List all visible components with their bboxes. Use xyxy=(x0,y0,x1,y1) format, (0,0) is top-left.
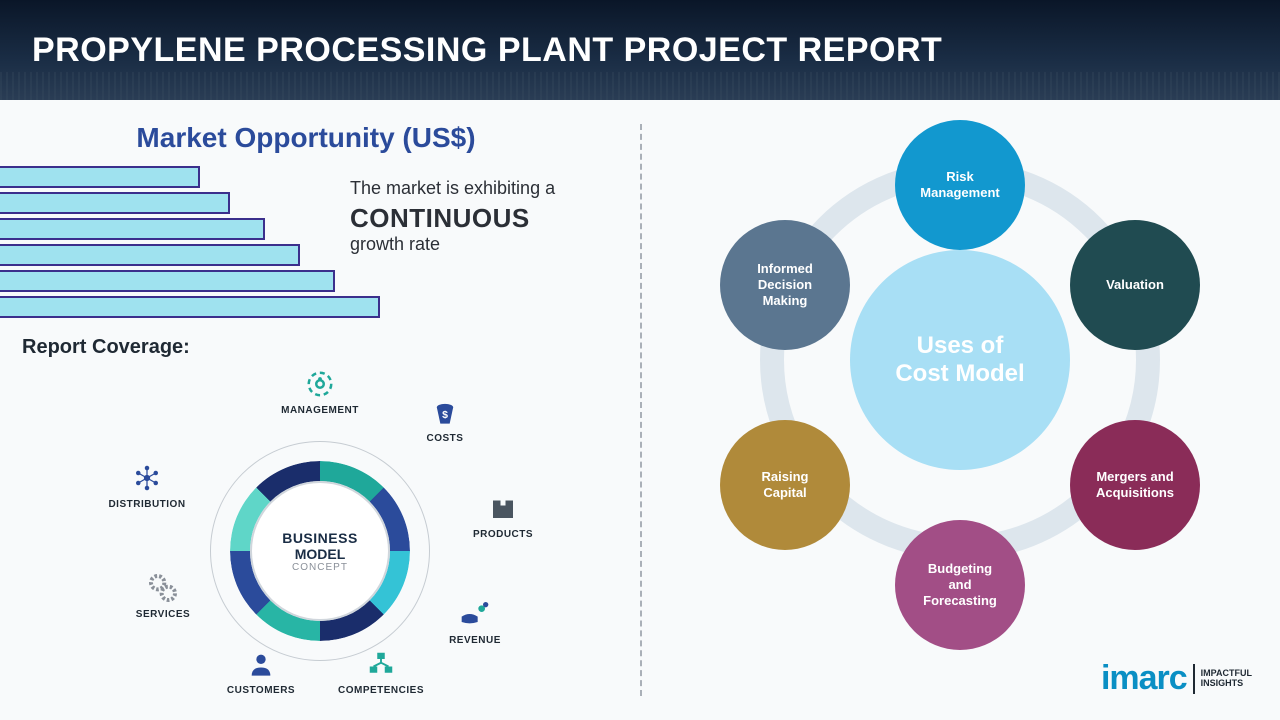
brand-logo: imarc IMPACTFUL INSIGHTS xyxy=(1101,659,1252,698)
market-caption: The market is exhibiting a CONTINUOUS gr… xyxy=(350,178,555,255)
biz-item-management: MANAGEMENT xyxy=(275,367,365,416)
biz-item-products: PRODUCTS xyxy=(458,491,548,540)
biz-center-l2: MODEL xyxy=(295,546,346,562)
header: PROPYLENE PROCESSING PLANT PROJECT REPOR… xyxy=(0,0,1280,100)
distribution-icon xyxy=(130,461,164,495)
bar xyxy=(0,166,200,188)
cost-node-2: Mergers andAcquisitions xyxy=(1070,420,1200,550)
logo-divider xyxy=(1193,664,1195,694)
body: Market Opportunity (US$) The market is e… xyxy=(0,100,1280,720)
caption-line1: The market is exhibiting a xyxy=(350,178,555,199)
center-line1: Uses of xyxy=(917,332,1004,360)
bar xyxy=(0,296,380,318)
center-line2: Cost Model xyxy=(895,360,1024,388)
biz-item-label: CUSTOMERS xyxy=(227,685,295,696)
biz-item-label: DISTRIBUTION xyxy=(108,499,185,510)
left-panel: Market Opportunity (US$) The market is e… xyxy=(0,100,640,720)
cost-node-3: BudgetingandForecasting xyxy=(895,520,1025,650)
right-panel: Uses of Cost Model RiskManagement Valuati… xyxy=(640,100,1280,720)
page-root: PROPYLENE PROCESSING PLANT PROJECT REPOR… xyxy=(0,0,1280,720)
biz-item-label: COMPETENCIES xyxy=(338,685,424,696)
biz-item-competencies: COMPETENCIES xyxy=(336,647,426,696)
logo-text: imarc xyxy=(1101,659,1187,698)
cost-node-5: InformedDecisionMaking xyxy=(720,220,850,350)
revenue-icon xyxy=(458,597,492,631)
market-title: Market Opportunity (US$) xyxy=(0,122,612,154)
logo-tagline: IMPACTFUL INSIGHTS xyxy=(1201,669,1252,689)
business-model-diagram: BUSINESS MODEL CONCEPT MANAGEMENT $ COSTS P… xyxy=(40,361,600,681)
bar xyxy=(0,270,335,292)
biz-item-label: MANAGEMENT xyxy=(281,405,359,416)
biz-item-revenue: REVENUE xyxy=(430,597,520,646)
coverage-label: Report Coverage: xyxy=(22,336,612,359)
caption-line2: growth rate xyxy=(350,234,555,255)
biz-item-customers: CUSTOMERS xyxy=(216,647,306,696)
caption-big: CONTINUOUS xyxy=(350,203,555,234)
competencies-icon xyxy=(364,647,398,681)
products-icon xyxy=(486,491,520,525)
svg-text:$: $ xyxy=(442,409,448,421)
biz-item-distribution: DISTRIBUTION xyxy=(102,461,192,510)
biz-center: BUSINESS MODEL CONCEPT xyxy=(250,481,390,621)
cost-node-4: RaisingCapital xyxy=(720,420,850,550)
biz-item-costs: $ COSTS xyxy=(400,395,490,444)
page-title: PROPYLENE PROCESSING PLANT PROJECT REPOR… xyxy=(32,31,942,70)
bar xyxy=(0,218,265,240)
bar xyxy=(0,192,230,214)
cost-node-0: RiskManagement xyxy=(895,120,1025,250)
biz-center-l3: CONCEPT xyxy=(292,562,348,573)
services-icon xyxy=(146,571,180,605)
management-icon xyxy=(303,367,337,401)
bar xyxy=(0,244,300,266)
biz-item-label: PRODUCTS xyxy=(473,529,533,540)
cost-model-center: Uses of Cost Model xyxy=(850,250,1070,470)
cost-node-1: Valuation xyxy=(1070,220,1200,350)
biz-item-label: REVENUE xyxy=(449,635,501,646)
costs-icon: $ xyxy=(428,395,462,429)
biz-center-l1: BUSINESS xyxy=(282,530,358,546)
customers-icon xyxy=(244,647,278,681)
biz-item-label: COSTS xyxy=(427,433,464,444)
biz-item-services: SERVICES xyxy=(118,571,208,620)
biz-item-label: SERVICES xyxy=(136,609,190,620)
